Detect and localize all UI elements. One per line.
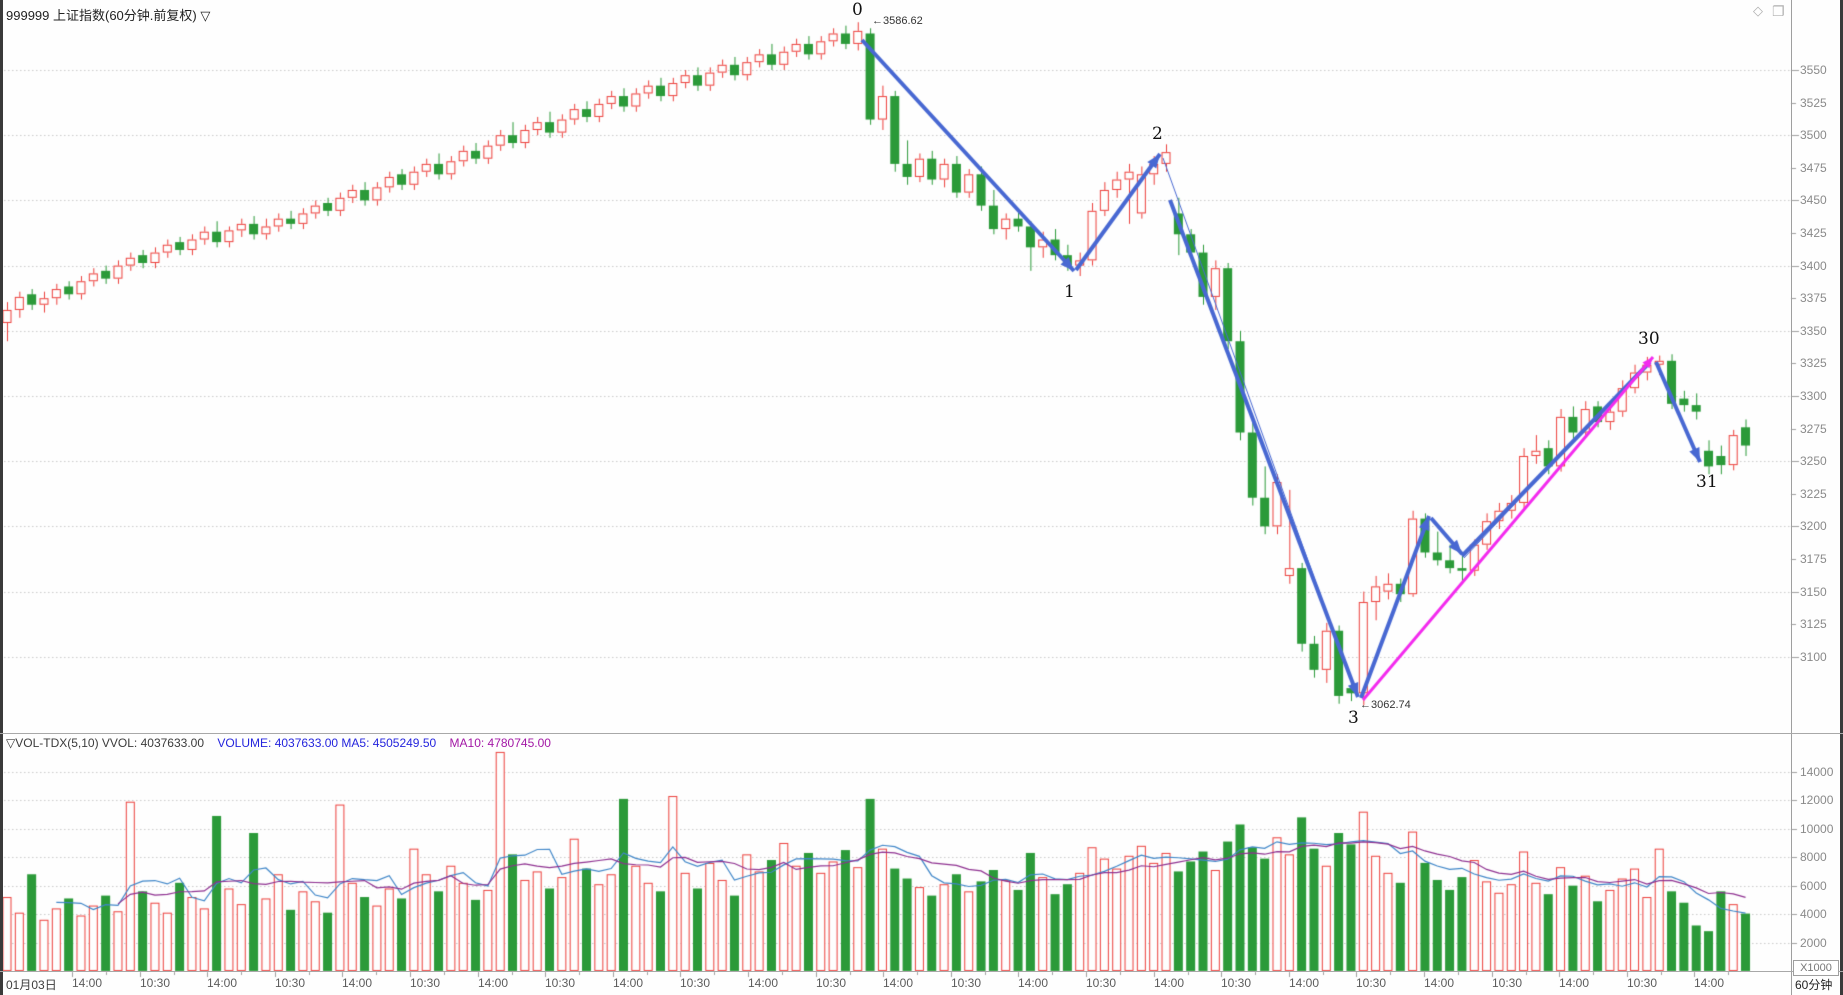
time-axis-divider [0, 971, 1843, 972]
time-tick-label: 14:00 [342, 976, 373, 990]
time-tick-label: 10:30 [1492, 976, 1523, 990]
time-tick-label: 14:00 [1018, 976, 1049, 990]
time-tick-label: 10:30 [816, 976, 847, 990]
symbol-title: 999999 上证指数(60分钟.前复权) ▽ [6, 8, 211, 23]
diamond-icon[interactable]: ◇ [1753, 3, 1763, 18]
restore-window-icon[interactable]: ❐ [1772, 3, 1785, 19]
time-tick-label: 10:30 [680, 976, 711, 990]
swing-point-label-2: 2 [1152, 124, 1163, 144]
volume-scale-note: X1000 [1793, 960, 1839, 976]
time-tick-label: 14:00 [1694, 976, 1725, 990]
time-tick-label: 14:00 [1154, 976, 1185, 990]
price-tick-label: 3375 [1800, 291, 1827, 305]
time-tick-label: 14:00 [1559, 976, 1590, 990]
price-tick-label: 3225 [1800, 487, 1827, 501]
volume-tick-label: 12000 [1800, 793, 1834, 807]
price-tick-label: 3250 [1800, 454, 1827, 468]
time-tick-label: 14:00 [1289, 976, 1320, 990]
volume-indicator-header: ▽VOL-TDX(5,10) VVOL: 4037633.00 VOLUME: … [6, 736, 561, 750]
volume-tick-label: 10000 [1800, 822, 1834, 836]
time-axis-date-label: 01月03日 [6, 978, 57, 992]
volume-indicator-toggle[interactable]: ▽VOL-TDX(5,10) VVOL: 4037633.00 [6, 736, 204, 750]
time-tick-label: 10:30 [275, 976, 306, 990]
swing-point-label-31: 31 [1696, 472, 1718, 492]
price-tick-label: 3350 [1800, 324, 1827, 338]
time-tick-label: 14:00 [748, 976, 779, 990]
volume-ma10-readout: MA10: 4780745.00 [449, 736, 551, 750]
price-tick-label: 3175 [1800, 552, 1827, 566]
price-tick-label: 3100 [1800, 650, 1827, 664]
time-tick-label: 14:00 [1424, 976, 1455, 990]
time-tick-label: 10:30 [1221, 976, 1252, 990]
price-tick-label: 3325 [1800, 356, 1827, 370]
price-tick-label: 3150 [1800, 585, 1827, 599]
price-tick-label: 3275 [1800, 422, 1827, 436]
volume-tick-label: 4000 [1800, 907, 1827, 921]
price-tick-label: 3550 [1800, 63, 1827, 77]
time-tick-label: 10:30 [1627, 976, 1658, 990]
volume-tick-label: 14000 [1800, 765, 1834, 779]
volume-ma5-readout: VOLUME: 4037633.00 MA5: 4505249.50 [217, 736, 437, 750]
price-tick-label: 3300 [1800, 389, 1827, 403]
price-tick-label: 3125 [1800, 617, 1827, 631]
price-tick-label: 3500 [1800, 128, 1827, 142]
volume-tick-label: 6000 [1800, 879, 1827, 893]
swing-point-label-0: 0 [852, 0, 863, 20]
time-tick-label: 10:30 [410, 976, 441, 990]
time-tick-label: 10:30 [140, 976, 171, 990]
right-window-edge-scrollbar[interactable] [1840, 0, 1843, 995]
period-selector[interactable]: 60分钟 [1795, 978, 1833, 992]
price-tick-label: 3425 [1800, 226, 1827, 240]
volume-tick-label: 8000 [1800, 850, 1827, 864]
time-tick-label: 14:00 [207, 976, 238, 990]
time-tick-label: 10:30 [545, 976, 576, 990]
swing-point-label-3: 3 [1348, 708, 1359, 728]
axis-gutter-divider [1791, 0, 1792, 995]
price-tick-label: 3200 [1800, 519, 1827, 533]
time-tick-label: 14:00 [72, 976, 103, 990]
volume-tick-label: 2000 [1800, 936, 1827, 950]
time-tick-label: 14:00 [613, 976, 644, 990]
time-tick-label: 10:30 [951, 976, 982, 990]
time-tick-label: 10:30 [1086, 976, 1117, 990]
price-tick-label: 3475 [1800, 161, 1827, 175]
swing-point-label-30: 30 [1638, 329, 1660, 349]
price-tick-label: 3400 [1800, 259, 1827, 273]
time-tick-label: 14:00 [883, 976, 914, 990]
time-tick-label: 10:30 [1356, 976, 1387, 990]
time-tick-label: 14:00 [478, 976, 509, 990]
price-tick-label: 3525 [1800, 96, 1827, 110]
price-extreme-note: ←3062.74 [1360, 699, 1411, 711]
left-window-edge [0, 0, 3, 995]
pane-divider[interactable] [0, 733, 1843, 734]
price-tick-label: 3450 [1800, 193, 1827, 207]
swing-point-label-1: 1 [1064, 282, 1075, 302]
price-extreme-note: ←3586.62 [872, 15, 923, 27]
